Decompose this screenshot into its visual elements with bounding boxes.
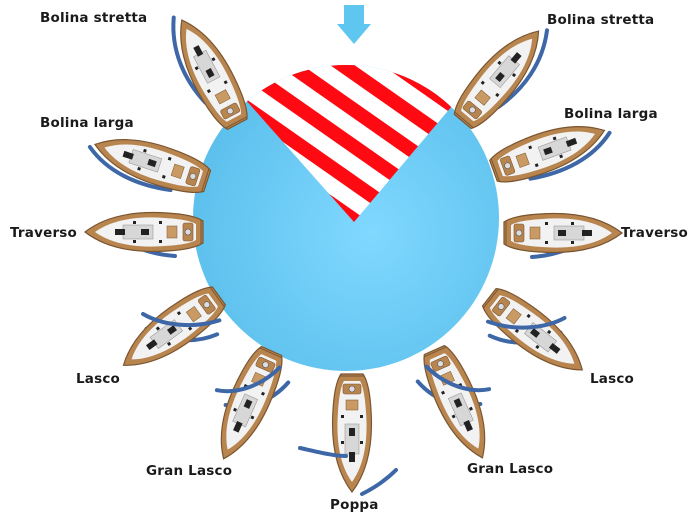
- sailboat-icon: [111, 279, 231, 382]
- label-bolina-larga-left: Bolina larga: [40, 115, 134, 131]
- no-go-zone: [228, 65, 474, 222]
- wind-arrow-icon: [337, 5, 371, 44]
- sailboat-icon: [447, 17, 555, 135]
- label-gran-lasco-left: Gran Lasco: [146, 463, 232, 479]
- label-lasco-left: Lasco: [76, 371, 120, 387]
- label-poppa: Poppa: [330, 497, 379, 513]
- sailboat-icon: [164, 10, 256, 134]
- label-traverso-right: Traverso: [621, 225, 688, 241]
- sail-icon: [298, 446, 348, 458]
- sailboat-icon: [84, 211, 204, 258]
- label-gran-lasco-right: Gran Lasco: [467, 461, 553, 477]
- label-traverso-left: Traverso: [10, 225, 77, 241]
- sailboat-icon: [415, 341, 501, 467]
- label-lasco-right: Lasco: [590, 371, 634, 387]
- sailboat-icon: [87, 125, 214, 201]
- sailboat-icon: [205, 342, 291, 468]
- sail-icon: [360, 468, 398, 496]
- label-bolina-stretta-left: Bolina stretta: [40, 10, 147, 26]
- label-bolina-stretta-right: Bolina stretta: [547, 12, 654, 28]
- wind-circle: [193, 65, 499, 371]
- sailboat-icon: [476, 281, 595, 386]
- sailboat-icon: [486, 111, 612, 190]
- sailboat-icon: [331, 373, 373, 493]
- sailboat-icon: [503, 212, 623, 259]
- label-bolina-larga-right: Bolina larga: [564, 106, 658, 122]
